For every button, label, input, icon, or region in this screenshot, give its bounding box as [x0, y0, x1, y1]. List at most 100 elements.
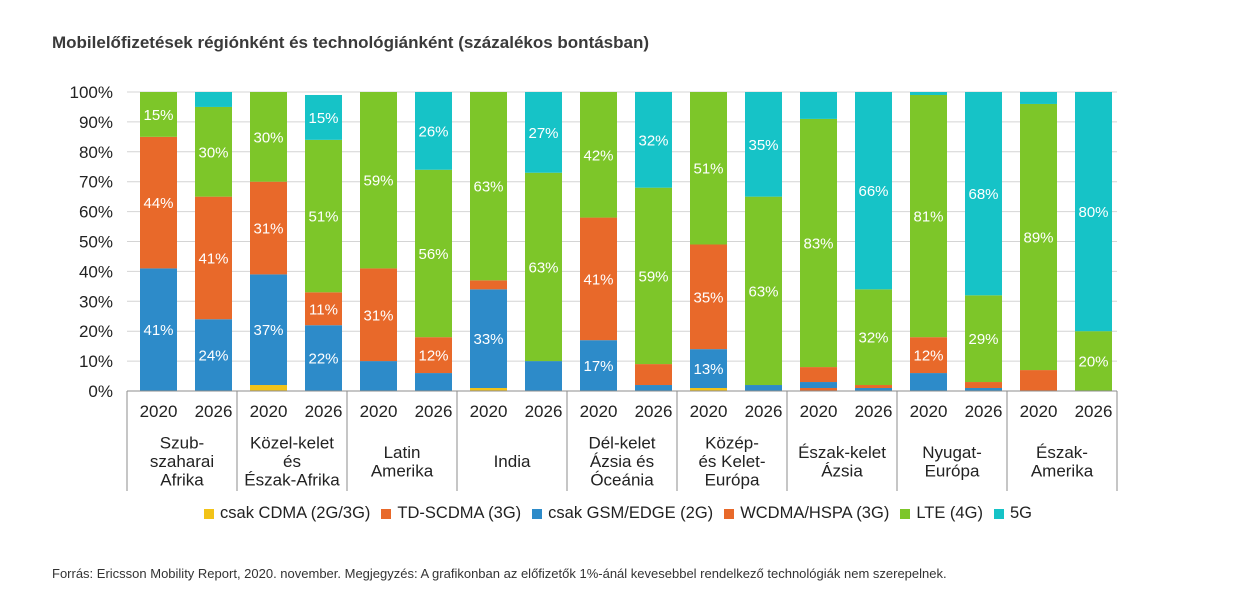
bar-segment [800, 92, 837, 119]
data-label: 63% [473, 179, 503, 196]
bar-segment [470, 388, 507, 391]
data-label: 24% [198, 348, 228, 365]
y-tick-label: 90% [79, 113, 113, 132]
bar-segment [910, 94, 947, 338]
bar-segment [1020, 370, 1057, 391]
y-tick-label: 20% [79, 322, 113, 341]
data-label: 68% [968, 186, 998, 203]
data-label: 31% [253, 221, 283, 238]
legend-swatch [993, 508, 1004, 519]
legend-label: WCDMA/HSPA (3G) [740, 504, 890, 522]
legend-label: 5G [1009, 504, 1032, 522]
bar-segment [525, 172, 562, 362]
x-year-label: 2020 [360, 402, 398, 421]
bar-segment [470, 280, 507, 290]
data-label: 31% [363, 307, 393, 324]
data-label: 83% [803, 235, 833, 252]
x-region-label: Nyugat-Európa [922, 443, 982, 481]
bar-segment [360, 361, 397, 391]
data-label: 41% [143, 322, 173, 339]
bar-segment [305, 292, 342, 326]
x-year-label: 2026 [635, 402, 673, 421]
legend-item: csak CDMA (2G/3G) [204, 504, 370, 523]
chart-title: Mobilelőfizetések régiónként és technoló… [52, 33, 650, 52]
data-label: 13% [693, 361, 723, 378]
bar-segment [745, 385, 782, 391]
y-tick-label: 50% [79, 233, 113, 252]
data-label: 80% [1078, 204, 1108, 221]
bar-segment [910, 337, 947, 374]
data-label: 51% [308, 209, 338, 226]
bar-segment [525, 92, 562, 173]
y-tick-label: 0% [88, 382, 113, 401]
data-label: 12% [913, 348, 943, 365]
stacked-bar-chart: 0% 10% 20% 30% 40% 50% 60% 70% 80% 90% 100% 41% 44% 1… [70, 83, 1118, 491]
legend-item: WCDMA/HSPA (3G) [724, 504, 889, 523]
data-label: 41% [198, 250, 228, 267]
bar-segment [800, 382, 837, 389]
x-year-label: 2020 [140, 402, 178, 421]
x-year-label: 2026 [745, 402, 783, 421]
x-year-label: 2026 [415, 402, 453, 421]
y-tick-label: 30% [79, 292, 113, 311]
legend-swatch [532, 508, 543, 519]
x-year-label: 2020 [800, 402, 838, 421]
bar-segment [855, 388, 892, 391]
bar-segment [195, 319, 232, 391]
x-year-label: 2020 [250, 402, 288, 421]
data-label: 12% [418, 348, 448, 365]
bar-segment [965, 388, 1002, 391]
data-label: 66% [858, 183, 888, 200]
legend-item: TD-SCDMA (3G) [381, 504, 521, 523]
x-year-label: 2026 [525, 402, 563, 421]
bar-segment [855, 92, 892, 290]
bar-segment [360, 92, 397, 269]
x-year-label: 2026 [195, 402, 233, 421]
data-label: 42% [583, 147, 613, 164]
data-label: 37% [253, 322, 283, 339]
bar-segment [1075, 92, 1112, 332]
data-label: 15% [143, 107, 173, 124]
data-label: 22% [308, 351, 338, 368]
y-tick-label: 10% [79, 352, 113, 371]
data-label: 29% [968, 331, 998, 348]
data-label: 17% [583, 358, 613, 375]
data-label: 63% [528, 259, 558, 276]
legend-label: csak GSM/EDGE (2G) [548, 504, 714, 522]
x-year-label: 2020 [690, 402, 728, 421]
bar-segment [305, 139, 342, 293]
bar-segment [525, 361, 562, 391]
bar-segment [250, 92, 287, 182]
x-region-label: India [494, 452, 531, 471]
legend-item: LTE (4G) [900, 504, 983, 523]
data-label: 26% [418, 123, 448, 140]
bar-segment [910, 92, 947, 95]
data-label: 32% [858, 330, 888, 347]
bar-segment [580, 217, 617, 341]
data-label: 44% [143, 195, 173, 212]
bar-segment [195, 196, 232, 320]
bar-segment [635, 364, 672, 386]
data-label: 30% [253, 129, 283, 146]
data-label: 63% [748, 283, 778, 300]
bar-segment [635, 92, 672, 188]
legend-swatch [900, 508, 911, 519]
data-label: 35% [693, 289, 723, 306]
data-label: 32% [638, 132, 668, 149]
x-region-label: Latin Amerika [371, 443, 434, 481]
bar-segment [635, 385, 672, 391]
legend-swatch [204, 508, 215, 519]
bar-segment [800, 367, 837, 383]
bar-segment [415, 92, 452, 170]
bar-segment [360, 268, 397, 362]
bar-segment [250, 274, 287, 386]
x-year-label: 2020 [580, 402, 618, 421]
legend-item: csak GSM/EDGE (2G) [532, 504, 713, 523]
x-year-label: 2026 [305, 402, 343, 421]
data-label: 11% [309, 301, 338, 318]
bar-segment [1020, 103, 1057, 371]
legend-label: csak CDMA (2G/3G) [220, 504, 371, 522]
bar-segment [1020, 92, 1057, 104]
bar-segment [140, 268, 177, 391]
bar-segment [305, 94, 342, 140]
